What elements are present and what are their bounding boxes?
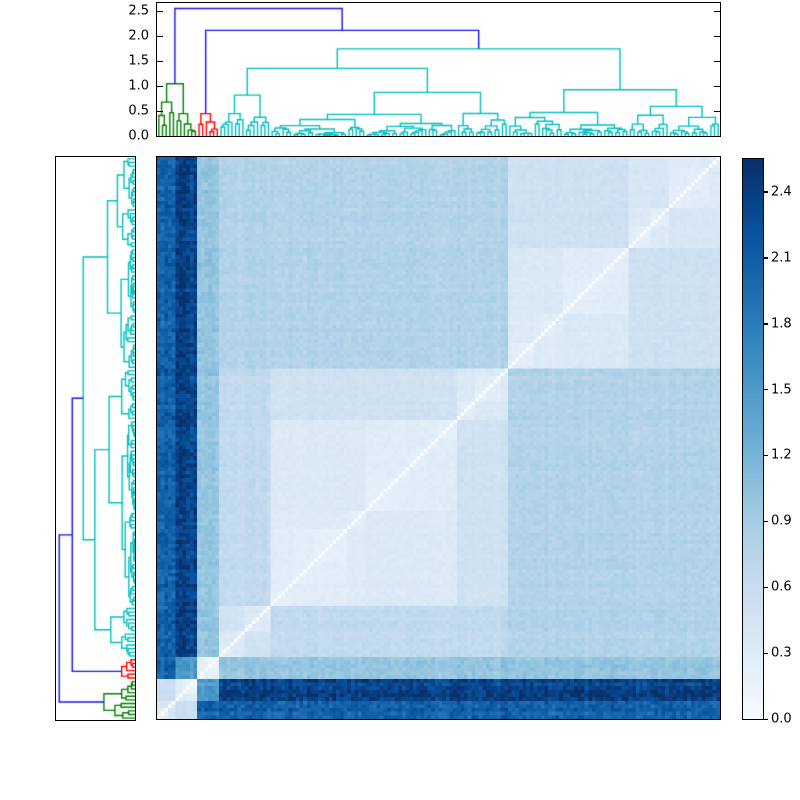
top-dendrogram-axes [156, 2, 721, 137]
colorbar-tick-mark [763, 191, 768, 193]
colorbar-tick-mark [763, 454, 768, 457]
left-dendrogram-canvas [56, 157, 135, 720]
top-axis-tick-mark [714, 135, 720, 137]
colorbar-tick-label: 0.9 [771, 513, 792, 529]
colorbar-tick-mark [763, 718, 768, 720]
top-axis-tick-mark [714, 85, 720, 87]
colorbar-tick-label: 2.4 [771, 184, 792, 200]
colorbar-canvas [743, 159, 763, 719]
top-axis-tick-label: 2.5 [128, 3, 149, 19]
colorbar-tick-mark [763, 652, 768, 654]
top-axis-tick-mark [714, 35, 720, 38]
colorbar-tick-label: 0.6 [771, 579, 792, 595]
top-axis-tick-label: 0.0 [128, 128, 149, 144]
colorbar-axes [742, 158, 764, 720]
colorbar-tick-label: 1.8 [771, 316, 792, 332]
left-dendrogram-axes [55, 156, 136, 721]
top-axis-tick-mark [157, 10, 163, 13]
colorbar-tick-label: 0.0 [771, 711, 792, 727]
top-axis-tick-mark [157, 60, 163, 63]
colorbar-tick-mark [763, 257, 768, 259]
top-axis-tick-label: 0.5 [128, 103, 149, 119]
top-axis-tick-mark [157, 110, 163, 112]
colorbar-tick-mark [763, 586, 768, 589]
colorbar-tick-mark [763, 389, 768, 391]
top-axis-tick-mark [157, 135, 163, 137]
top-axis-tick-mark [714, 10, 720, 13]
heatmap-axes [156, 156, 721, 720]
colorbar-tick-mark [763, 520, 768, 523]
colorbar-tick-label: 2.1 [771, 250, 792, 266]
colorbar-tick-label: 1.2 [771, 447, 792, 463]
top-axis-tick-mark [157, 85, 163, 87]
top-axis-tick-mark [714, 60, 720, 63]
top-axis-tick-label: 2.0 [128, 28, 149, 44]
top-axis-tick-label: 1.0 [128, 78, 149, 94]
top-axis-tick-mark [157, 35, 163, 38]
top-dendrogram-canvas [157, 3, 720, 136]
colorbar-tick-label: 1.5 [771, 382, 792, 398]
top-axis-tick-mark [714, 110, 720, 112]
heatmap-canvas [157, 157, 720, 719]
top-axis-tick-label: 1.5 [128, 53, 149, 69]
colorbar-tick-mark [763, 323, 768, 325]
colorbar-tick-label: 0.3 [771, 645, 792, 661]
